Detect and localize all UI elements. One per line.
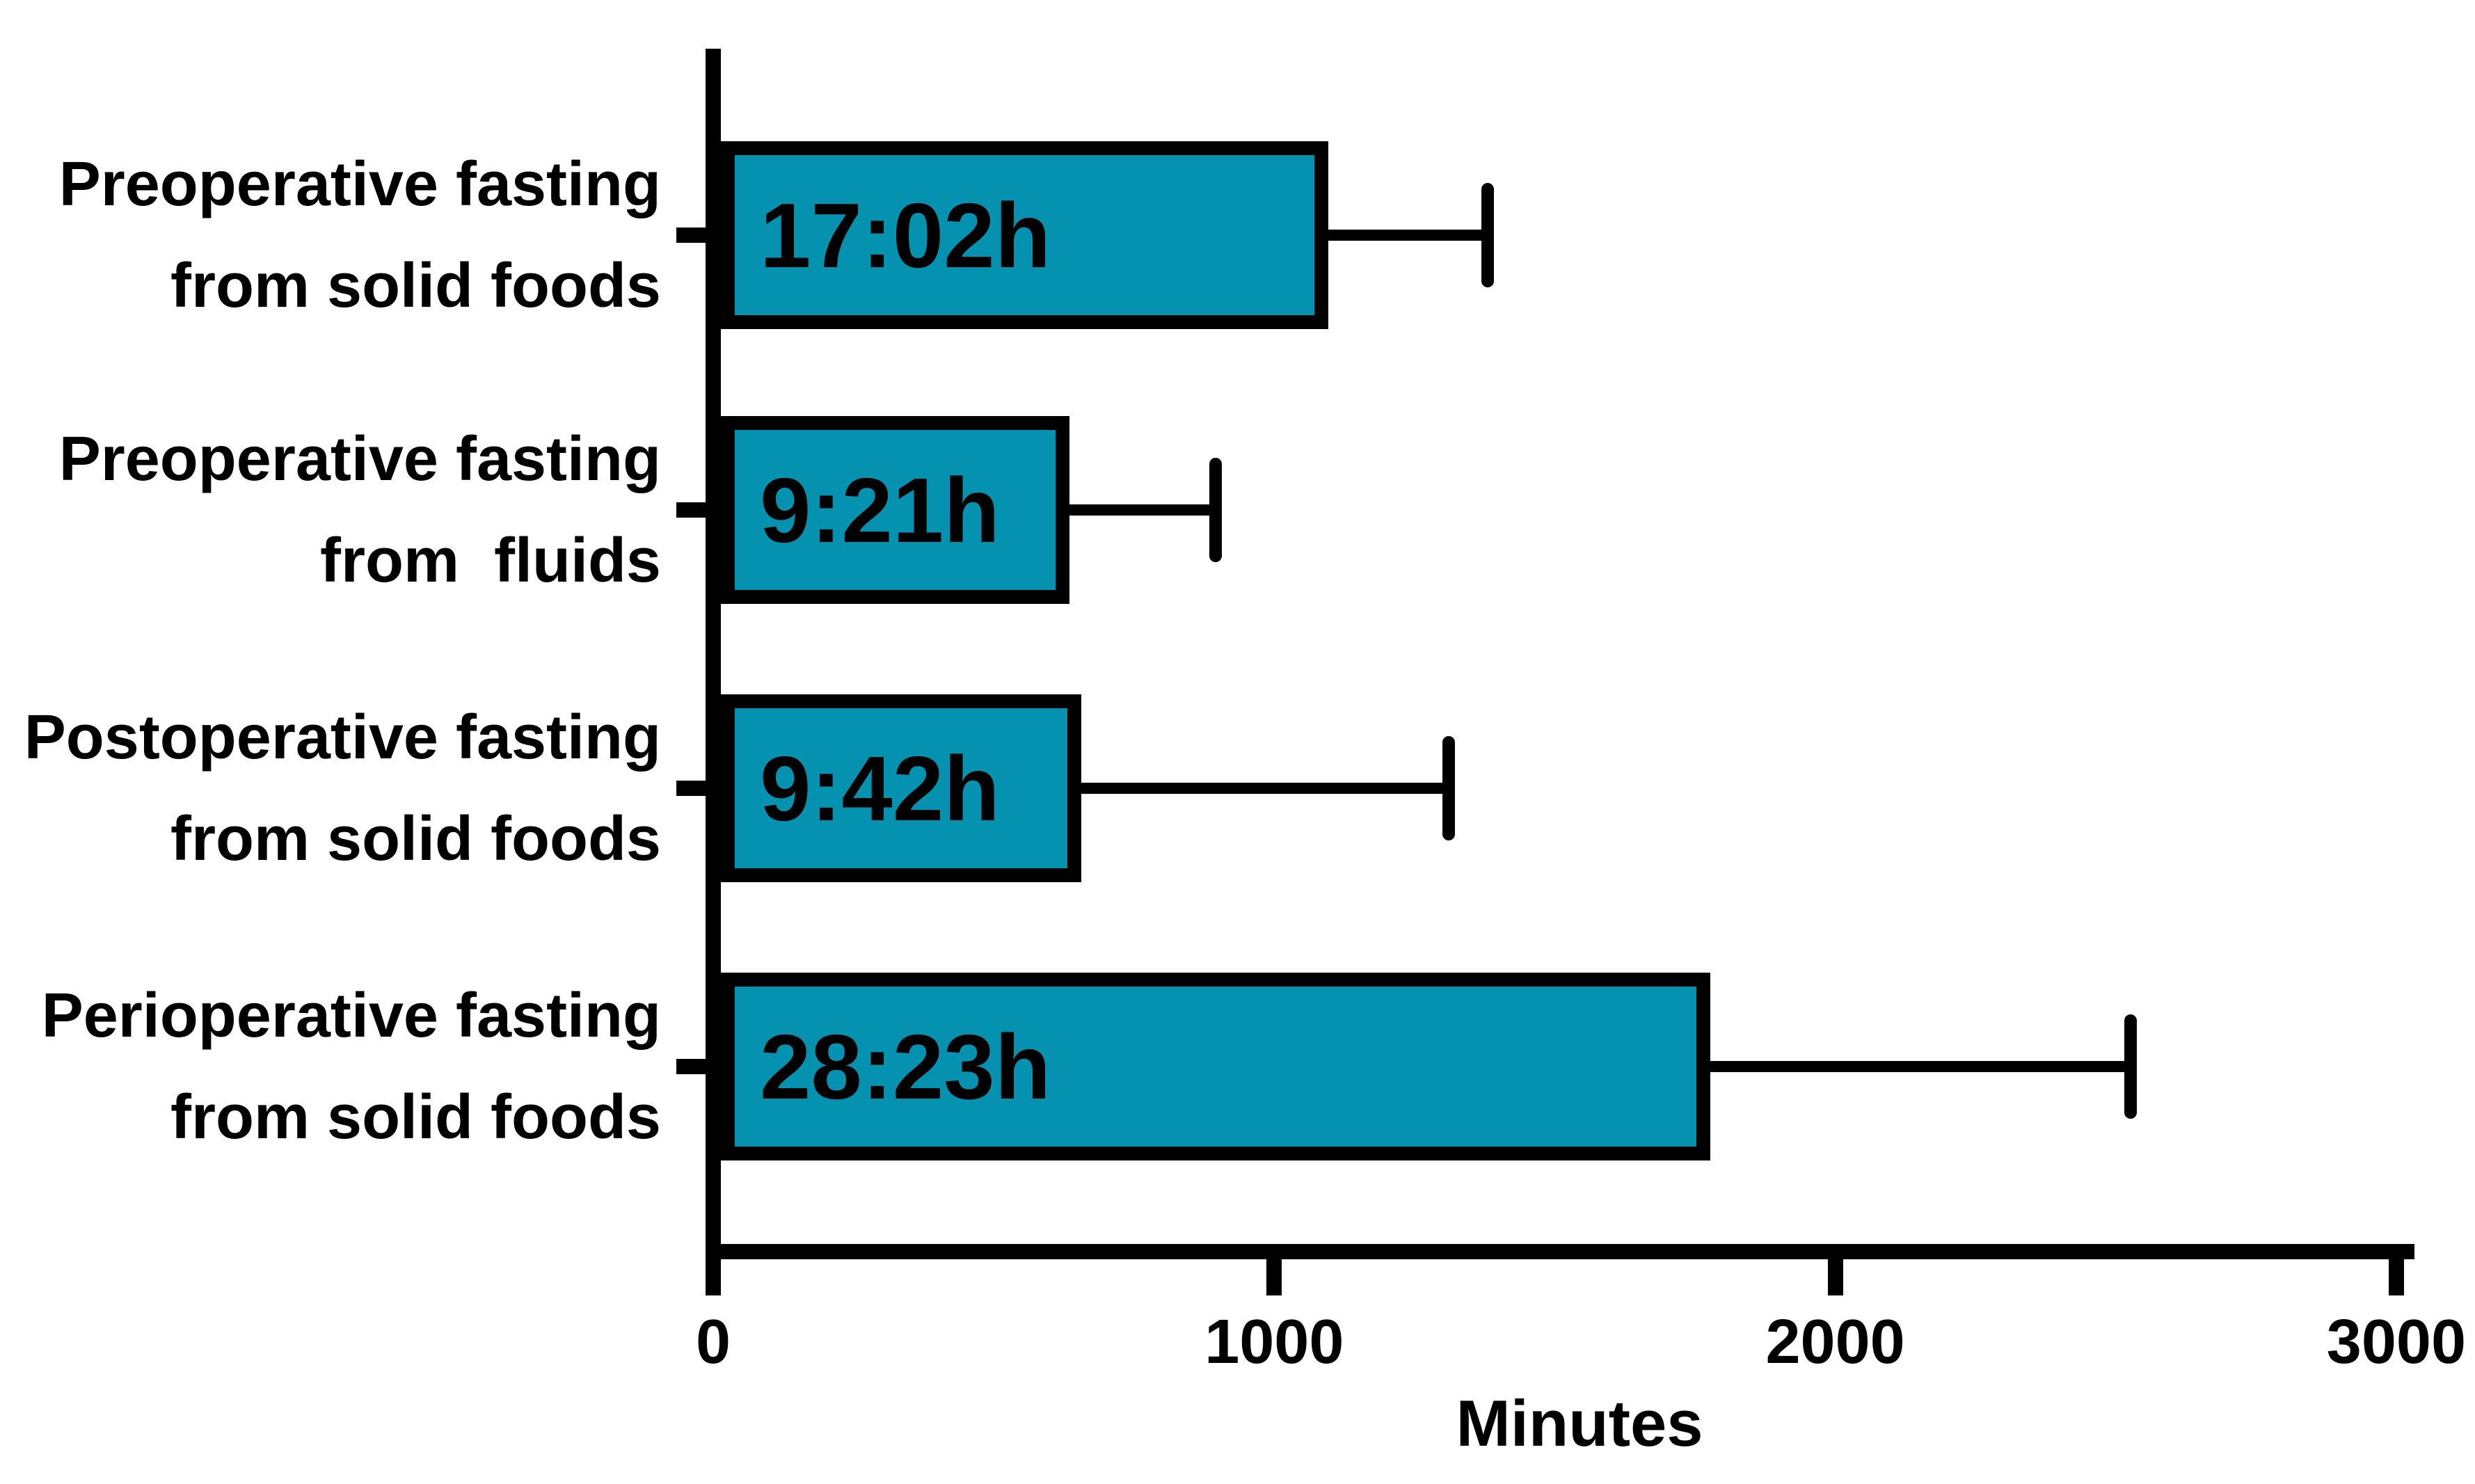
y-axis-tick — [676, 228, 706, 243]
bar: 9:42h — [721, 694, 1081, 882]
error-bar-cap — [1209, 458, 1222, 562]
category-label: Perioperative fasting from solid foods — [0, 955, 661, 1178]
bar: 28:23h — [721, 973, 1710, 1160]
y-axis-tick — [676, 781, 706, 796]
y-axis-spine — [706, 49, 721, 1295]
category-label: Preoperative fasting from solid foods — [0, 124, 661, 346]
category-label: Preoperative fasting from fluids — [0, 399, 661, 621]
x-axis-tick — [1827, 1259, 1843, 1295]
x-axis-tick-label: 1000 — [1204, 1307, 1344, 1377]
x-axis-tick — [2388, 1259, 2404, 1295]
bar: 9:21h — [721, 416, 1069, 604]
category-label: Postoperative fasting from solid foods — [0, 677, 661, 900]
x-axis-tick — [706, 1259, 721, 1295]
category-label-line1: Perioperative fasting — [41, 981, 661, 1051]
category-label-line1: Preoperative fasting — [58, 424, 661, 494]
error-bar-whisker — [1328, 230, 1488, 241]
category-label-line1: Postoperative fasting — [24, 703, 661, 772]
bar-duration-label: 28:23h — [760, 1015, 1051, 1118]
bar-duration-label: 9:42h — [760, 737, 1000, 840]
error-bar-cap — [1481, 183, 1494, 287]
x-axis-tick-label: 2000 — [1765, 1307, 1905, 1377]
category-label-line2: from fluids — [320, 526, 661, 596]
x-axis-line — [706, 1244, 2414, 1259]
bar-duration-label: 9:21h — [760, 458, 1000, 561]
category-label-line2: from solid foods — [170, 251, 661, 321]
category-label-line2: from solid foods — [170, 804, 661, 874]
y-axis-tick — [676, 1059, 706, 1074]
x-axis-tick-label: 0 — [695, 1307, 731, 1377]
category-label-line2: from solid foods — [170, 1083, 661, 1152]
x-axis-tick-label: 3000 — [2326, 1307, 2466, 1377]
bar: 17:02h — [721, 141, 1328, 329]
x-axis-title: Minutes — [1456, 1387, 1703, 1460]
x-axis-tick — [1266, 1259, 1282, 1295]
error-bar-whisker — [1081, 783, 1449, 794]
error-bar-whisker — [1069, 504, 1216, 516]
error-bar-cap — [1442, 736, 1456, 840]
bar-duration-label: 17:02h — [760, 184, 1051, 287]
y-axis-tick — [676, 502, 706, 518]
error-bar-cap — [2124, 1014, 2137, 1119]
error-bar-whisker — [1710, 1061, 2131, 1072]
category-label-line1: Preoperative fasting — [58, 150, 661, 219]
